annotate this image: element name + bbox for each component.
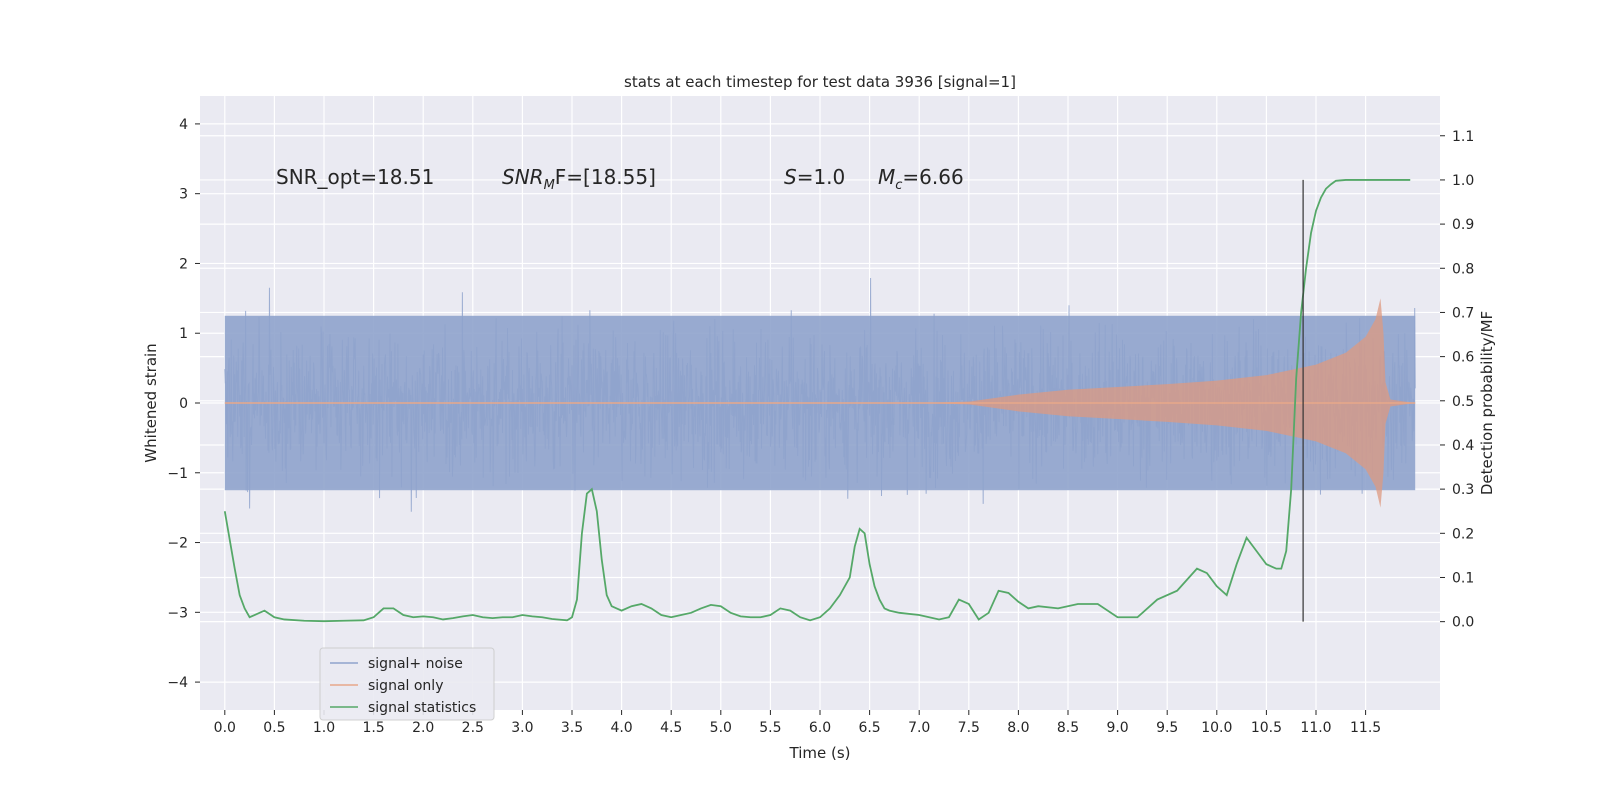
left-tick-label: −4 [167,675,188,691]
legend-box [319,647,495,721]
right-tick-label: 0.8 [1452,261,1474,277]
x-tick-label: 6.0 [809,720,831,736]
right-axis-label: Detection probability/MF [1478,311,1496,495]
signal-only-series [224,298,1416,508]
x-tick-label: 5.5 [759,720,781,736]
right-tick-label: 0.9 [1452,217,1474,233]
legend-label-signal-statistics: signal statistics [368,700,476,716]
left-tick-label: −1 [167,466,188,482]
x-tick-label: 9.5 [1156,720,1178,736]
legend: signal+ noise signal only signal statist… [319,647,495,721]
annotation-snr-mf: SNRMF=[18.55] [502,165,656,193]
left-tick-label: −3 [167,605,188,621]
x-tick-label: 0.5 [263,720,285,736]
left-tick-label: −2 [167,536,188,552]
x-axis-label: Time (s) [789,744,851,762]
annotation-snr-opt: SNR_opt=18.51 [276,165,434,189]
x-tick-label: 1.5 [362,720,384,736]
x-tick-label: 8.0 [1007,720,1029,736]
left-axis-label: Whitened strain [142,343,160,462]
signal-statistics-series [223,179,1411,623]
right-tick-label: 0.4 [1452,438,1474,454]
x-tick-label: 0.0 [214,720,236,736]
x-tick-label: 7.0 [908,720,930,736]
right-tick-label: 0.5 [1452,394,1474,410]
x-tick-label: 5.0 [710,720,732,736]
x-tick-label: 10.0 [1201,720,1232,736]
x-tick-label: 7.5 [958,720,980,736]
annotation-s: S=1.0 [784,165,845,189]
x-tick-label: 10.5 [1251,720,1282,736]
left-axis-ticks: −4 −3 −2 −1 0 1 2 3 4 [167,117,200,691]
right-tick-label: 0.0 [1452,615,1474,631]
left-tick-label: 1 [179,326,188,342]
x-tick-label: 3.0 [511,720,533,736]
x-tick-label: 11.5 [1350,720,1381,736]
right-axis-ticks: 0.0 0.1 0.2 0.3 0.4 0.5 0.6 0.7 0.8 0.9 1.0 1.1 [1440,129,1474,631]
x-tick-label: 4.0 [610,720,632,736]
chart-title: stats at each timestep for test data 393… [624,73,1016,91]
x-tick-label: 9.0 [1106,720,1128,736]
right-tick-label: 0.6 [1452,350,1474,366]
right-tick-label: 1.0 [1452,173,1474,189]
annotation-mc: Mc=6.66 [878,165,964,193]
x-tick-label: 2.0 [412,720,434,736]
right-tick-label: 0.2 [1452,526,1474,542]
signal-statistics-line [223,179,1411,623]
x-tick-label: 1.0 [313,720,335,736]
legend-label-signal-only: signal only [368,678,443,694]
left-tick-label: 4 [179,117,188,133]
x-tick-label: 8.5 [1057,720,1079,736]
left-tick-label: 2 [179,256,188,272]
legend-label-signal-noise: signal+ noise [368,656,463,672]
left-tick-label: 0 [179,396,188,412]
x-tick-label: 3.5 [561,720,583,736]
x-tick-label: 11.0 [1300,720,1331,736]
right-tick-label: 1.1 [1452,129,1474,145]
x-tick-label: 6.5 [858,720,880,736]
left-tick-label: 3 [179,187,188,203]
x-axis-ticks: 0.0 0.5 1.0 1.5 2.0 2.5 3.0 3.5 4.0 4.5 5.0 5.5 6.0 6… [214,710,1381,736]
x-tick-label: 4.5 [660,720,682,736]
right-tick-label: 0.1 [1452,570,1474,586]
right-tick-label: 0.3 [1452,482,1474,498]
right-tick-label: 0.7 [1452,305,1474,321]
x-tick-label: 2.5 [462,720,484,736]
